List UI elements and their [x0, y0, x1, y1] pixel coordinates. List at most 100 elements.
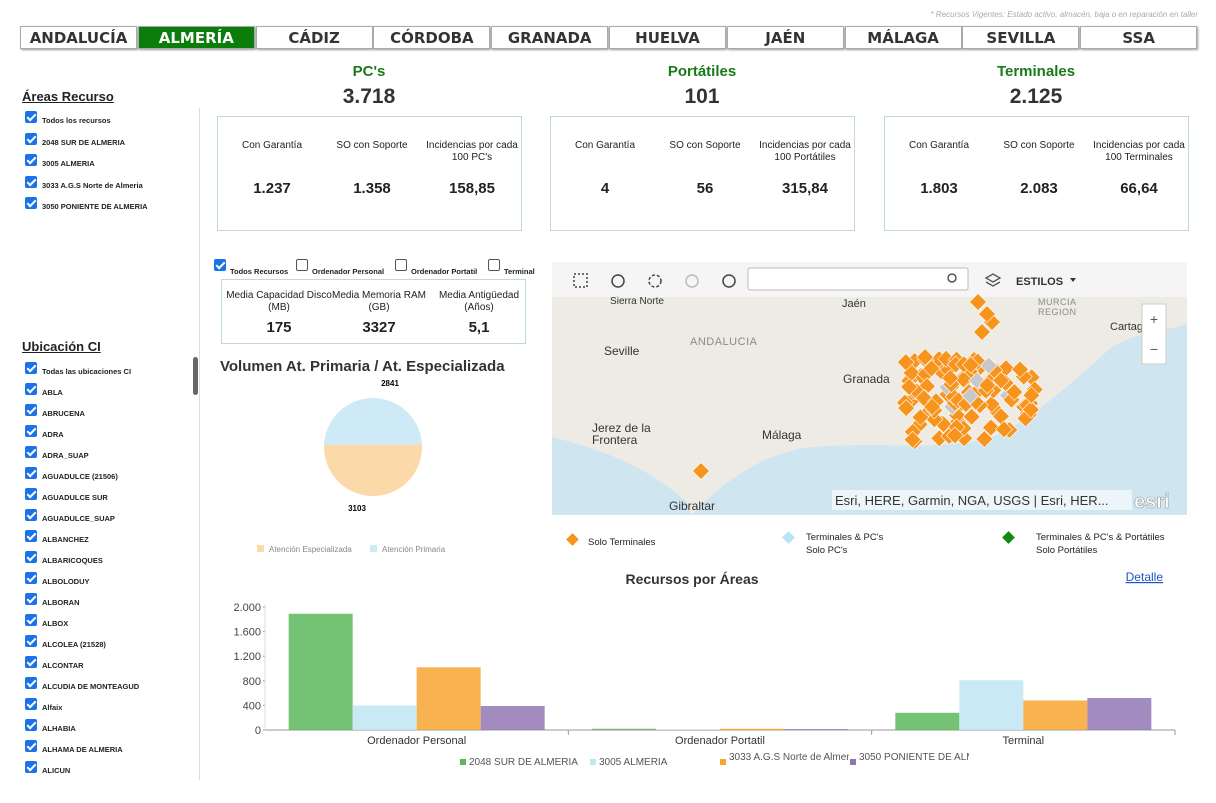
bar: [592, 728, 656, 730]
search-icon: [947, 273, 957, 283]
kpi-label: Con Garantía: [908, 140, 970, 151]
checkbox[interactable]: [25, 175, 37, 188]
tab[interactable]: ANDALUCÍA: [20, 26, 137, 49]
legend-item: 3050 PONIENTE DE ALMERIA: [859, 752, 969, 763]
map-point: [911, 408, 930, 427]
list-item: 3005 ALMERIA: [42, 159, 95, 168]
legend-label: 2048 SUR DE ALMERIA: [469, 757, 578, 768]
checkbox[interactable]: [25, 404, 37, 416]
kpi-title: Terminales: [996, 63, 1076, 80]
checkbox[interactable]: [25, 383, 37, 395]
kpi-label: SO con Soporte: [1003, 140, 1075, 151]
checkbox[interactable]: [488, 259, 500, 271]
place-label: MURCIA: [1038, 297, 1077, 307]
checkbox[interactable]: [25, 593, 37, 605]
checkbox[interactable]: [25, 132, 37, 145]
list-item: 3033 A.G.S Norte de Almeria: [42, 180, 143, 190]
tab[interactable]: ALMERÍA: [137, 26, 255, 49]
checkbox[interactable]: [25, 446, 37, 458]
kpi-value: 2.083: [1020, 180, 1058, 197]
filter-label: Todos Recursos: [230, 267, 289, 276]
tab[interactable]: MÁLAGA: [844, 26, 962, 49]
chart-title: Recursos por Áreas: [625, 571, 758, 587]
checkbox[interactable]: [25, 740, 37, 752]
pie-slice: [324, 444, 422, 496]
tab[interactable]: SEVILLA: [962, 26, 1080, 49]
separator: [199, 108, 200, 780]
list-item: ALBORAN: [42, 598, 80, 607]
checkbox[interactable]: [25, 154, 37, 166]
kpi-total: 2.125: [1009, 85, 1063, 108]
checkbox[interactable]: [25, 197, 37, 209]
bar: [416, 667, 481, 730]
list-item: Todos los recursos: [42, 116, 111, 125]
attribution: Esri, HERE, Garmin, NGA, USGS | Esri, HE…: [835, 493, 1109, 508]
checkbox[interactable]: [296, 259, 308, 271]
kpi-box: [217, 116, 522, 231]
tab[interactable]: HUELVA: [609, 26, 726, 49]
checkbox[interactable]: [214, 259, 226, 271]
tab[interactable]: SSA: [1080, 26, 1198, 49]
list-item: ADRA_SUAP: [42, 451, 89, 460]
y-tick-label: 2.000: [233, 602, 261, 614]
attribution-bg: [832, 490, 1132, 510]
checkbox[interactable]: [25, 656, 37, 668]
checkbox[interactable]: [25, 509, 37, 521]
tab[interactable]: CÓRDOBA: [373, 26, 491, 49]
legend-label: Terminales & PC's: [806, 532, 884, 543]
list-item: ALBOX: [42, 619, 69, 628]
checkbox[interactable]: [25, 467, 37, 479]
kpi-label: Con Garantía: [241, 140, 303, 151]
legend-swatch: [720, 759, 726, 765]
section-title: Ubicación CI: [22, 339, 101, 354]
checkbox[interactable]: [25, 635, 37, 647]
zoom-buttons: [1141, 303, 1167, 365]
tab[interactable]: CÁDIZ: [255, 26, 373, 49]
checkbox[interactable]: [25, 362, 37, 374]
checkbox[interactable]: [25, 488, 37, 500]
caret: [1070, 278, 1076, 282]
checkbox[interactable]: [25, 719, 37, 731]
bar: [895, 712, 960, 730]
checkbox[interactable]: [25, 425, 37, 437]
map-point: [982, 395, 1001, 414]
map-point: [900, 377, 919, 396]
checkbox[interactable]: [25, 572, 37, 584]
list-item: ALHABIA: [42, 724, 76, 733]
scrollbar[interactable]: [193, 357, 198, 395]
bar: [720, 728, 784, 730]
filter-label: Ordenador Personal: [312, 267, 385, 276]
checkbox[interactable]: [25, 551, 37, 563]
detail-link[interactable]: Detalle: [1126, 570, 1164, 584]
media-value: 3327: [362, 319, 396, 336]
checkbox[interactable]: [25, 677, 37, 689]
checkbox[interactable]: [25, 530, 37, 542]
legend-item: 3005 ALMERIA: [599, 757, 667, 768]
checkbox[interactable]: [25, 111, 37, 123]
list-item: AGUADULCE SUR: [42, 493, 108, 502]
checkbox[interactable]: [25, 614, 37, 626]
kpi-box: [550, 116, 855, 231]
kpi-total: 3.718: [342, 85, 396, 108]
map-point: [992, 371, 1010, 390]
legend-swatch: [370, 545, 377, 552]
map-point: [692, 462, 710, 480]
y-tick-label: 800: [243, 676, 261, 688]
media-label: Media Memoria RAM (GB): [332, 290, 426, 313]
tab[interactable]: GRANADA: [491, 26, 609, 49]
kpi-label: SO con Soporte: [336, 140, 408, 151]
map-point: [922, 359, 941, 378]
checkbox[interactable]: [25, 761, 37, 773]
checkbox[interactable]: [25, 698, 37, 710]
kpi-label: Incidencias por cada 100 Portátiles: [759, 140, 851, 163]
list-item: AGUADULCE_SUAP: [42, 514, 115, 523]
place-label: Granada: [843, 372, 890, 386]
checkbox[interactable]: [395, 259, 407, 271]
legend-item: 2048 SUR DE ALMERIA: [469, 757, 578, 768]
tab[interactable]: JAÉN: [726, 26, 844, 49]
kpi-value: 158,85: [449, 180, 495, 197]
place-label: Jerez de la: [592, 421, 651, 435]
list-item: Todas las ubicaciones CI: [42, 367, 132, 376]
